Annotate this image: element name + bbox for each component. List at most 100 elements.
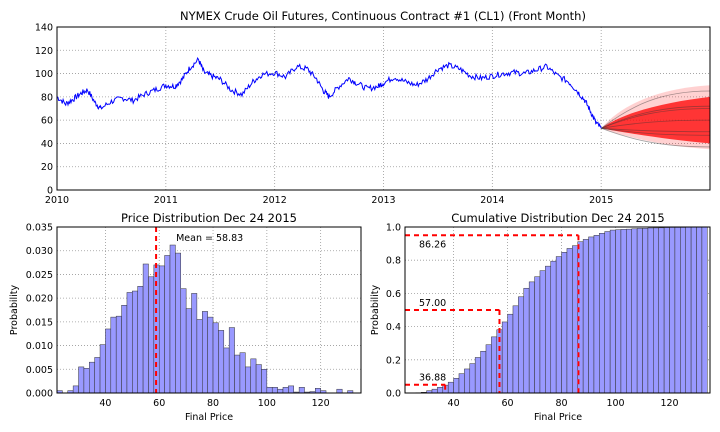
- cum-bar: [663, 227, 670, 394]
- cum-x-tick-label: 120: [660, 398, 678, 409]
- cum-bar: [534, 276, 541, 394]
- cum-bar: [501, 321, 508, 394]
- hist-bar: [115, 315, 122, 394]
- hist-bar: [266, 387, 273, 394]
- hist-bar: [105, 328, 112, 394]
- hist-y-tick-label: 0.030: [26, 246, 53, 257]
- price-distribution-y-ticks: 0.000 0.005 0.010 0.015 0.020 0.025 0.030 0.035: [26, 223, 53, 400]
- sim-path: [600, 90, 711, 129]
- hist-bar: [315, 388, 321, 394]
- cum-y-tick-label: 1.0: [386, 223, 401, 234]
- top-x-tick-label: 2010: [45, 195, 69, 206]
- sim-path: [601, 127, 711, 133]
- cum-y-tick-label: 0.4: [386, 322, 401, 333]
- top-chart: NYMEX Crude Oil Futures, Continuous Cont…: [35, 9, 711, 206]
- top-x-tick-label: 2014: [480, 195, 504, 206]
- cumulative-distribution-chart: Cumulative Distribution Dec 24 2015 86.2…: [370, 211, 711, 423]
- cum-bar: [485, 344, 492, 394]
- cumulative-distribution-x-ticks: 40 60 80 100 120: [448, 398, 679, 409]
- cumulative-distribution-markers: 86.26 57.00 36.88: [405, 234, 580, 393]
- cum-bar: [539, 270, 546, 394]
- cum-x-tick-label: 100: [606, 398, 624, 409]
- top-y-tick-label: 40: [41, 139, 53, 150]
- price-distribution-frame: [56, 226, 362, 394]
- cum-bar: [604, 231, 611, 394]
- hist-y-tick-label: 0.025: [26, 270, 53, 281]
- hist-bar: [185, 308, 192, 394]
- cum-x-tick-label: 80: [556, 398, 568, 409]
- sim-path: [601, 119, 711, 129]
- top-y-tick-label: 0: [47, 186, 53, 197]
- hist-bar: [148, 276, 155, 394]
- hist-bar: [245, 366, 251, 394]
- cum-bar: [464, 368, 471, 394]
- hist-bar: [72, 385, 79, 394]
- cum-bar: [447, 381, 454, 394]
- cum-y-tick-label: 0.0: [386, 389, 401, 400]
- cum-bar: [512, 305, 519, 394]
- hist-bar: [126, 292, 133, 394]
- hist-bar: [169, 244, 176, 394]
- hist-bar: [180, 288, 187, 394]
- hist-y-tick-label: 0.035: [26, 223, 53, 234]
- cum-bar: [437, 387, 444, 394]
- sim-path: [601, 108, 711, 129]
- cum-bar: [626, 228, 632, 394]
- hist-y-tick-label: 0.000: [26, 389, 53, 400]
- top-x-tick-label: 2012: [263, 195, 287, 206]
- hist-bar: [228, 327, 235, 394]
- price-distribution-bars: [56, 244, 354, 394]
- cum-y-tick-label: 0.6: [386, 289, 401, 300]
- cum-bar: [507, 313, 514, 394]
- hist-bar: [202, 311, 208, 394]
- hist-y-tick-label: 0.020: [26, 294, 53, 305]
- hist-x-tick-label: 100: [258, 398, 276, 409]
- price-distribution-chart: Price Distribution Dec 24 2015 Mean = 58…: [9, 211, 362, 423]
- cum-bar: [518, 296, 525, 394]
- cum-bar: [631, 228, 638, 394]
- cum-bar: [491, 336, 498, 394]
- cum-y-tick-label: 0.2: [386, 355, 401, 366]
- cum-bar: [458, 373, 465, 394]
- cum-bar: [431, 388, 438, 394]
- hist-bar: [207, 316, 214, 394]
- hist-y-tick-label: 0.015: [26, 317, 53, 328]
- hist-bar: [164, 255, 171, 394]
- hist-bar: [99, 344, 106, 394]
- hist-bar: [261, 369, 268, 394]
- cum-marker-label: 86.26: [419, 239, 446, 250]
- cum-bar: [620, 229, 627, 394]
- cum-marker-label: 57.00: [419, 298, 446, 309]
- cum-bar: [599, 233, 605, 394]
- cum-bar: [566, 248, 573, 394]
- top-chart-grid: [56, 26, 710, 191]
- top-chart-title: NYMEX Crude Oil Futures, Continuous Cont…: [180, 9, 586, 23]
- hist-bar: [250, 358, 257, 394]
- cum-bar: [453, 378, 460, 394]
- cum-x-tick-label: 60: [502, 398, 514, 409]
- hist-bar: [271, 387, 278, 394]
- cum-bar: [523, 287, 530, 394]
- hist-bar: [196, 319, 203, 394]
- cum-bar: [658, 227, 665, 394]
- cum-bar: [615, 229, 622, 394]
- price-distribution-x-ticks: 40 60 80 100 120: [99, 398, 329, 409]
- hist-bar: [78, 366, 85, 394]
- hist-bar: [137, 286, 144, 394]
- cumulative-distribution-y-ticks: 0.0 0.2 0.4 0.6 0.8 1.0: [386, 223, 401, 400]
- cumulative-distribution-xlabel: Final Price: [534, 412, 582, 423]
- cum-bar: [555, 256, 562, 394]
- cum-bar: [647, 227, 654, 394]
- cumulative-distribution-bars: [404, 226, 708, 394]
- top-chart-frame: [56, 26, 711, 191]
- top-x-tick-label: 2011: [154, 195, 178, 206]
- cum-bar: [572, 245, 578, 394]
- cum-bar: [474, 357, 481, 394]
- cum-bar: [696, 226, 703, 394]
- hist-bar: [239, 352, 246, 394]
- hist-bar: [298, 387, 305, 394]
- hist-bar: [234, 354, 241, 394]
- cum-x-tick-label: 40: [448, 398, 460, 409]
- hist-y-tick-label: 0.010: [26, 341, 53, 352]
